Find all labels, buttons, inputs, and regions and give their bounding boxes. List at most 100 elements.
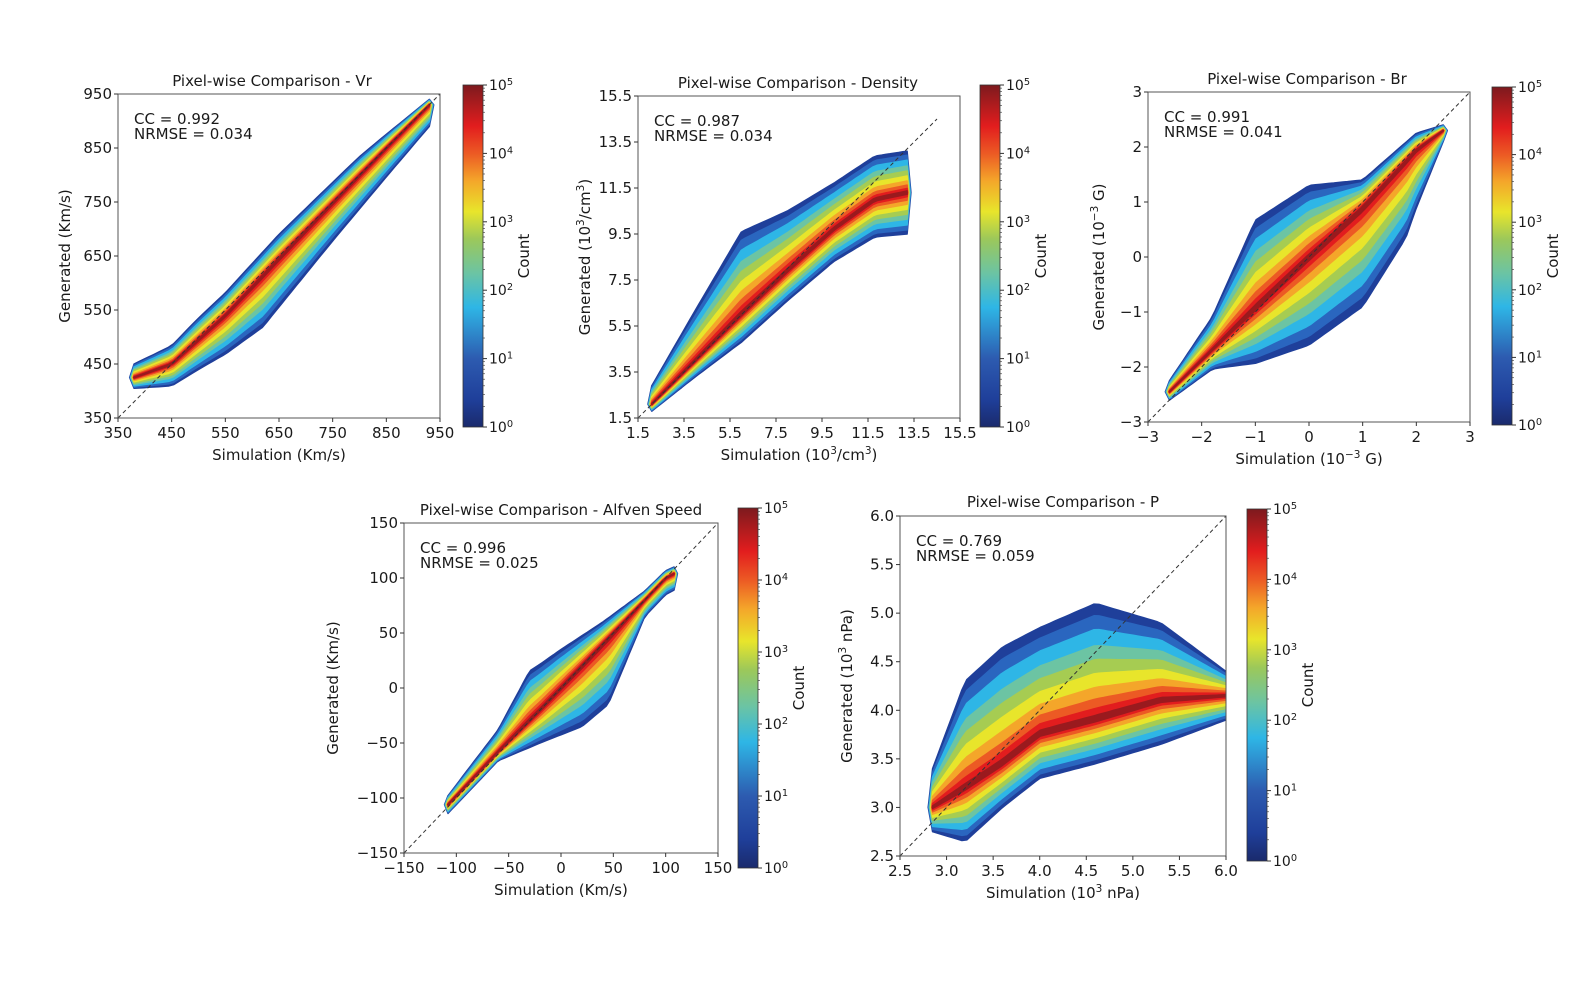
colorbar-tick-label: 101 — [489, 350, 513, 368]
colorbar-tick-label: 104 — [1006, 145, 1030, 163]
x-tick-label: 150 — [704, 859, 733, 877]
cc-annotation: CC = 0.769 — [916, 532, 1002, 550]
y-tick-label: −50 — [366, 734, 398, 752]
y-tick-label: 3.0 — [870, 798, 894, 816]
y-tick-label: 750 — [83, 193, 112, 211]
y-tick-label: 150 — [369, 514, 398, 532]
colorbar: 100 101 102 103 104 105 Count — [1491, 79, 1562, 434]
x-tick-label: 6.0 — [1214, 862, 1238, 880]
nrmse-annotation: NRMSE = 0.034 — [654, 127, 773, 145]
x-tick-label: −2 — [1191, 428, 1213, 446]
colorbar-tick-label: 102 — [764, 716, 788, 734]
y-tick-label: 7.5 — [608, 271, 632, 289]
x-axis-label: Simulation (103 nPa) — [986, 883, 1140, 902]
x-tick-label: 5.0 — [1121, 862, 1145, 880]
chart-title: Pixel-wise Comparison - Vr — [172, 72, 372, 90]
colorbar-tick-label: 104 — [764, 572, 788, 590]
y-tick-label: −100 — [357, 789, 398, 807]
plot-area — [927, 603, 1226, 842]
colorbar-tick-label: 101 — [1273, 782, 1297, 800]
x-tick-label: 4.0 — [1028, 862, 1052, 880]
axes-frame — [899, 515, 1227, 857]
colorbar-tick-label: 105 — [764, 500, 788, 518]
x-tick-label: 650 — [265, 424, 294, 442]
y-tick-label: −2 — [1120, 358, 1142, 376]
chart-title: Pixel-wise Comparison - Alfven Speed — [420, 501, 702, 519]
colorbar-tick-label: 103 — [1273, 641, 1297, 659]
colorbar-tick-label: 102 — [1518, 281, 1542, 299]
y-tick-label: 5.5 — [870, 556, 894, 574]
identity-line — [637, 118, 938, 419]
x-axis-label: Simulation (Km/s) — [494, 881, 628, 899]
x-tick-label: 3.0 — [935, 862, 959, 880]
identity-line — [403, 522, 719, 854]
y-tick-label: 50 — [379, 624, 398, 642]
nrmse-annotation: NRMSE = 0.041 — [1164, 123, 1283, 141]
x-tick-label: 4.5 — [1074, 862, 1098, 880]
colorbar-tick-label: 104 — [1273, 571, 1297, 589]
x-tick-label: 5.5 — [718, 424, 742, 442]
x-axis-label: Simulation (103/cm3) — [721, 445, 878, 464]
y-tick-label: 0 — [1132, 248, 1142, 266]
colorbar-tick-label: 102 — [1006, 282, 1030, 300]
y-tick-label: 2 — [1132, 138, 1142, 156]
y-tick-label: 3.5 — [608, 363, 632, 381]
cc-annotation: CC = 0.987 — [654, 112, 740, 130]
colorbar-tick-label: 105 — [1006, 77, 1030, 95]
y-tick-label: 5.5 — [608, 317, 632, 335]
colorbar-tick-label: 103 — [1518, 214, 1542, 232]
identity-line — [899, 515, 1227, 857]
chart-title: Pixel-wise Comparison - P — [967, 493, 1159, 511]
colorbar-tick-label: 105 — [489, 77, 513, 95]
x-tick-label: 3 — [1465, 428, 1475, 446]
density-band-10 — [931, 693, 1226, 810]
colorbar-tick-label: 105 — [1518, 79, 1542, 97]
colorbar-tick-label: 102 — [1273, 712, 1297, 730]
colorbar-label: Count — [1299, 663, 1317, 708]
chart-panel-2: 1.5 3.5 5.5 7.5 9.5 11.5 13.5 15.5 1.5 3.5 5.5 7.5 9… — [575, 74, 1050, 464]
colorbar-tick-label: 100 — [1006, 419, 1030, 437]
y-tick-label: 11.5 — [599, 179, 632, 197]
x-tick-label: 1 — [1358, 428, 1368, 446]
y-tick-label: 0 — [388, 679, 398, 697]
x-tick-label: 9.5 — [810, 424, 834, 442]
x-tick-label: 550 — [211, 424, 240, 442]
x-tick-label: 50 — [604, 859, 623, 877]
density-band-10 — [1168, 129, 1445, 393]
y-tick-label: −150 — [357, 844, 398, 862]
y-tick-label: 100 — [369, 569, 398, 587]
plot-area — [443, 566, 679, 815]
x-tick-label: −150 — [383, 859, 424, 877]
x-tick-label: 750 — [318, 424, 347, 442]
y-axis-label: Generated (Km/s) — [324, 621, 342, 754]
x-tick-label: 350 — [104, 424, 133, 442]
colorbar-tick-label: 100 — [764, 860, 788, 878]
x-tick-label: −3 — [1137, 428, 1159, 446]
x-tick-label: 0 — [556, 859, 566, 877]
x-tick-label: −50 — [493, 859, 525, 877]
density-band-9 — [931, 692, 1226, 811]
x-tick-label: 1.5 — [626, 424, 650, 442]
colorbar-tick-label: 104 — [489, 145, 513, 163]
chart-title: Pixel-wise Comparison - Density — [678, 74, 918, 92]
colorbar: 100 101 102 103 104 105 Count — [462, 77, 533, 436]
y-axis-label: Generated (10−3 G) — [1089, 183, 1108, 330]
cc-annotation: CC = 0.991 — [1164, 108, 1250, 126]
x-tick-label: 450 — [157, 424, 186, 442]
x-tick-label: 13.5 — [897, 424, 930, 442]
density-band-7 — [930, 678, 1226, 815]
y-tick-label: 850 — [83, 139, 112, 157]
x-axis-label: Simulation (10−3 G) — [1235, 449, 1382, 468]
x-tick-label: 11.5 — [851, 424, 884, 442]
chart-panel-5: 2.5 3.0 3.5 4.0 4.5 5.0 5.5 6.0 2.5 3.0 3.5 4.0 4.5 5… — [837, 493, 1317, 902]
y-tick-label: −1 — [1120, 303, 1142, 321]
y-tick-label: 9.5 — [608, 225, 632, 243]
y-axis-label: Generated (Km/s) — [56, 189, 74, 322]
colorbar: 100 101 102 103 104 105 Count — [737, 500, 808, 878]
plot-area — [1164, 124, 1449, 401]
colorbar-tick-label: 101 — [1518, 349, 1542, 367]
colorbar: 100 101 102 103 104 105 Count — [979, 77, 1050, 437]
x-tick-label: 3.5 — [981, 862, 1005, 880]
colorbar-tick-label: 101 — [764, 788, 788, 806]
colorbar-tick-label: 105 — [1273, 501, 1297, 519]
